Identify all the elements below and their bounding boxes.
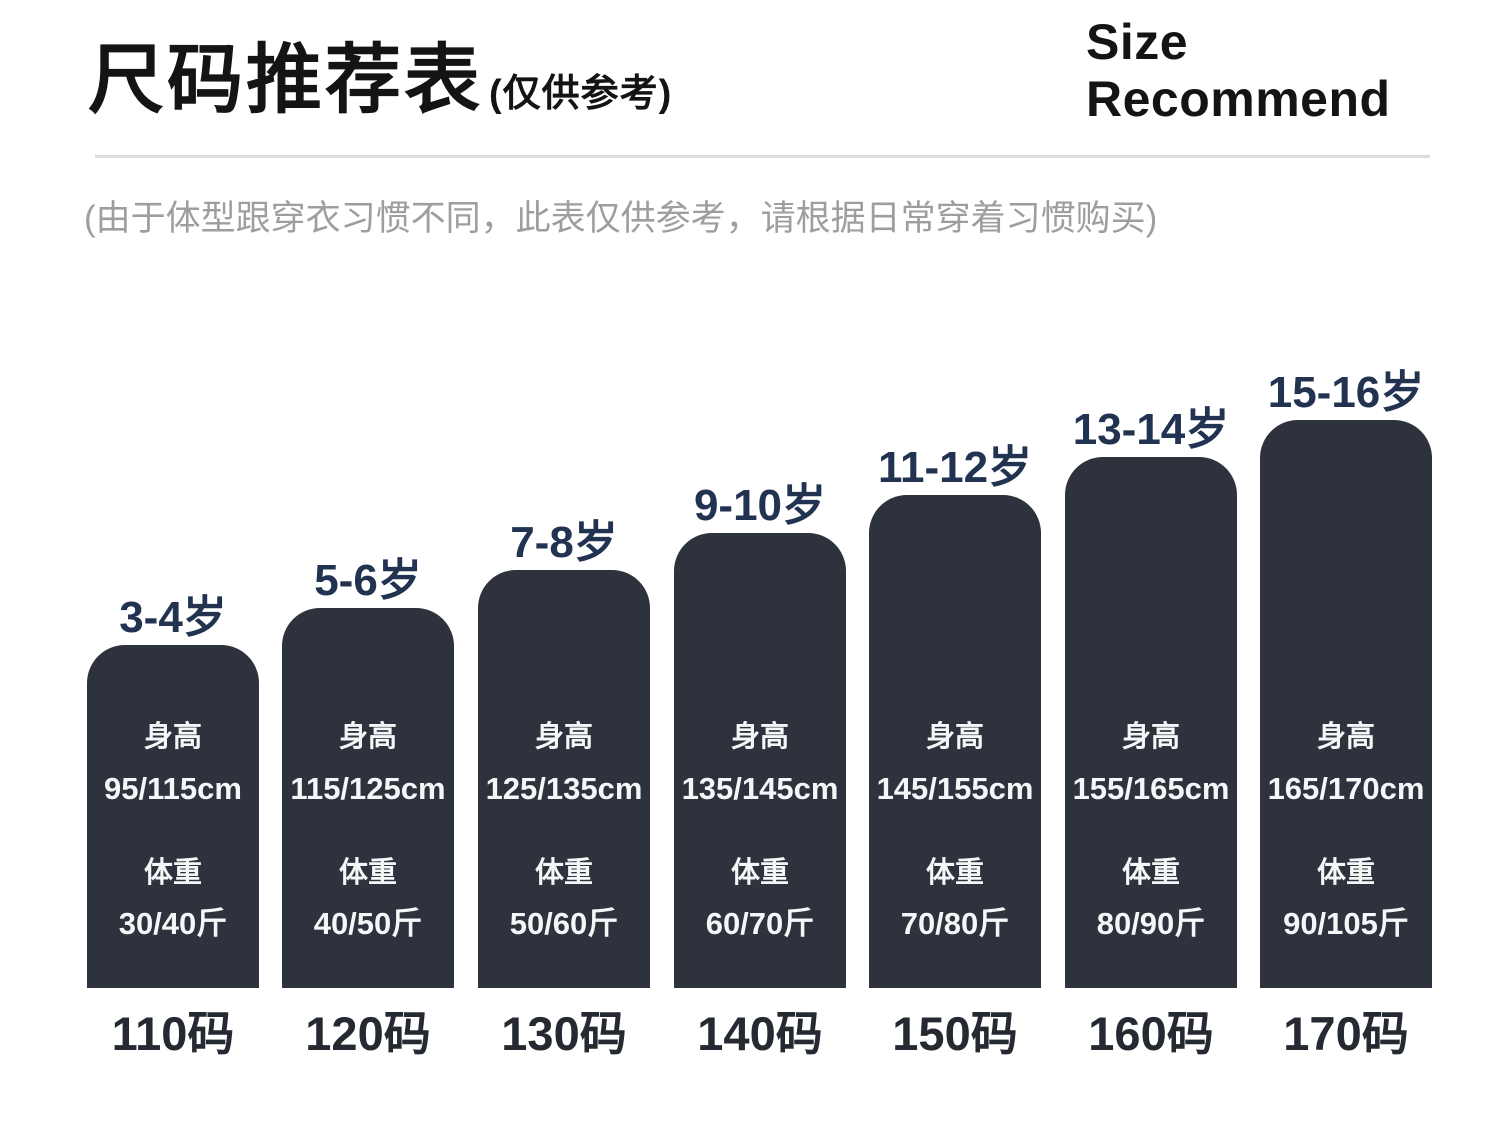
height-value: 95/115cm bbox=[104, 771, 242, 806]
size-bar-group-110: 3-4岁 身高 95/115cm 体重 30/40斤 110码 bbox=[87, 593, 259, 1060]
height-value: 155/165cm bbox=[1072, 771, 1230, 806]
height-label: 身高 bbox=[143, 721, 202, 753]
height-value: 145/155cm bbox=[876, 771, 1034, 806]
size-code-label: 150码 bbox=[892, 1007, 1018, 1060]
weight-label: 体重 bbox=[534, 857, 593, 889]
weight-value: 30/40斤 bbox=[118, 906, 228, 941]
size-bar: 身高 95/115cm 体重 30/40斤 bbox=[87, 645, 259, 988]
size-bar-group-170: 15-16岁 身高 165/170cm 体重 90/105斤 170码 bbox=[1260, 368, 1432, 1060]
weight-value: 40/50斤 bbox=[313, 906, 423, 941]
size-bar-group-130: 7-8岁 身高 125/135cm 体重 50/60斤 130码 bbox=[478, 518, 650, 1060]
size-bar: 身高 145/155cm 体重 70/80斤 bbox=[869, 495, 1041, 988]
size-code-label: 110码 bbox=[111, 1007, 235, 1060]
weight-label: 体重 bbox=[925, 857, 984, 889]
weight-value: 90/105斤 bbox=[1283, 906, 1409, 941]
height-value: 125/135cm bbox=[485, 771, 643, 806]
height-value: 115/125cm bbox=[290, 771, 446, 806]
height-label: 身高 bbox=[730, 721, 789, 753]
age-label: 9-10岁 bbox=[693, 481, 827, 530]
height-label: 身高 bbox=[1121, 721, 1180, 753]
size-bar: 身高 135/145cm 体重 60/70斤 bbox=[674, 533, 846, 988]
size-code-label: 140码 bbox=[697, 1007, 823, 1060]
page-title-text: 尺码推荐表 bbox=[88, 38, 483, 123]
age-label: 11-12岁 bbox=[877, 443, 1033, 492]
size-code-label: 170码 bbox=[1283, 1007, 1409, 1060]
size-bar: 身高 125/135cm 体重 50/60斤 bbox=[478, 570, 650, 988]
age-label: 3-4岁 bbox=[119, 593, 227, 642]
size-bar-group-140: 9-10岁 身高 135/145cm 体重 60/70斤 140码 bbox=[674, 481, 846, 1060]
height-label: 身高 bbox=[925, 721, 984, 753]
weight-value: 50/60斤 bbox=[509, 906, 619, 941]
size-code-label: 120码 bbox=[305, 1007, 431, 1060]
height-label: 身高 bbox=[534, 721, 593, 753]
size-code-label: 130码 bbox=[501, 1007, 627, 1060]
divider bbox=[95, 155, 1430, 158]
size-bar: 身高 165/170cm 体重 90/105斤 bbox=[1260, 420, 1432, 988]
height-label: 身高 bbox=[338, 721, 397, 753]
age-label: 13-14岁 bbox=[1072, 405, 1230, 454]
age-label: 5-6岁 bbox=[314, 556, 422, 605]
size-bar: 身高 155/165cm 体重 80/90斤 bbox=[1065, 457, 1237, 988]
weight-label: 体重 bbox=[1121, 857, 1180, 889]
page-title-english: Size Recommend bbox=[1086, 14, 1391, 127]
disclaimer-note: (由于体型跟穿衣习惯不同，此表仅供参考，请根据日常穿着习惯购买) bbox=[84, 199, 1158, 238]
weight-label: 体重 bbox=[143, 857, 202, 889]
height-label: 身高 bbox=[1316, 721, 1375, 753]
size-bar-group-160: 13-14岁 身高 155/165cm 体重 80/90斤 160码 bbox=[1065, 405, 1237, 1060]
weight-label: 体重 bbox=[730, 857, 789, 889]
weight-value: 80/90斤 bbox=[1096, 906, 1206, 941]
age-label: 15-16岁 bbox=[1267, 368, 1425, 417]
weight-value: 70/80斤 bbox=[900, 906, 1010, 941]
height-value: 165/170cm bbox=[1267, 771, 1425, 806]
weight-value: 60/70斤 bbox=[705, 906, 815, 941]
page-title-english-line1: Size bbox=[1086, 14, 1189, 70]
size-bar-group-150: 11-12岁 身高 145/155cm 体重 70/80斤 150码 bbox=[869, 443, 1041, 1060]
page-title: 尺码推荐表 (仅供参考) bbox=[88, 18, 672, 128]
weight-label: 体重 bbox=[1316, 857, 1375, 889]
page-title-suffix: (仅供参考) bbox=[489, 73, 673, 115]
size-bar-group-120: 5-6岁 身高 115/125cm 体重 40/50斤 120码 bbox=[282, 556, 454, 1060]
weight-label: 体重 bbox=[338, 857, 397, 889]
size-code-label: 160码 bbox=[1088, 1007, 1214, 1060]
size-bar: 身高 115/125cm 体重 40/50斤 bbox=[282, 608, 454, 988]
age-label: 7-8岁 bbox=[510, 518, 618, 567]
height-value: 135/145cm bbox=[681, 771, 839, 806]
page-title-english-line2: Recommend bbox=[1086, 70, 1391, 127]
